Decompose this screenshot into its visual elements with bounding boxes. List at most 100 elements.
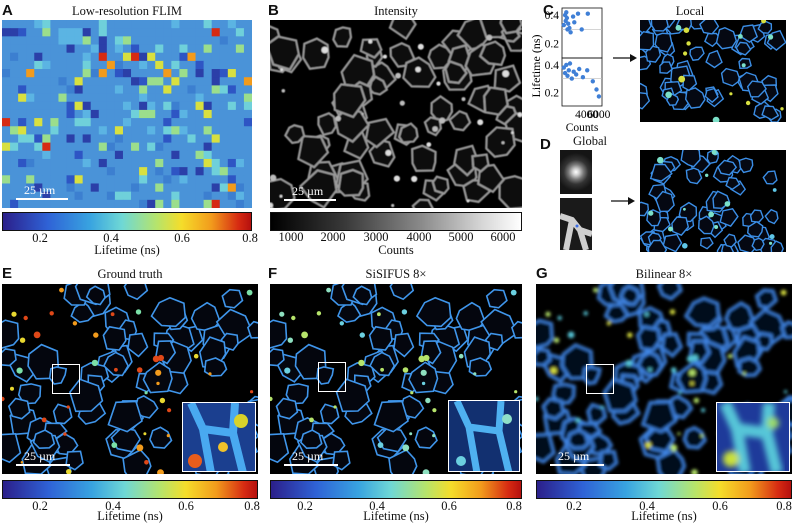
lowres-pixel [179,44,188,54]
organelle [91,359,99,367]
lowres-pixel [42,118,51,127]
organelle [575,417,581,423]
lowres-pixel [98,28,108,37]
cell-wall [619,284,641,306]
lowres-pixel [147,52,156,62]
lowres-pixel [187,126,196,135]
lifetime-colorbar [536,480,792,499]
lowres-pixel [106,134,116,143]
lowres-pixel [114,142,124,152]
lowres-pixel [90,167,100,176]
lowres-pixel [163,191,172,201]
lowres-pixel [155,93,164,103]
lowres-pixel [122,69,132,78]
lowres-pixel [106,158,116,168]
lowres-pixel [195,36,205,45]
organelle [418,355,425,363]
lowres-pixel [106,118,116,127]
scalebar [16,464,70,466]
lowres-pixel [122,36,132,45]
lowres-pixel [98,20,108,29]
scatter-point [570,14,576,19]
scalebar-label: 25 µm [292,184,324,198]
lowres-pixel [243,52,252,62]
lowres-pixel [82,150,92,160]
lowres-pixel [90,60,100,70]
organelle [648,367,652,372]
lowres-pixel [203,20,213,29]
global-cells [640,150,784,252]
cell-wall [676,360,708,394]
lowres-pixel [26,28,35,37]
cell-wall [410,144,437,173]
lowres-pixel [90,158,100,168]
lowres-pixel [195,150,205,160]
colorbar-tick: 0.6 [441,499,457,513]
lowres-pixel [114,36,124,45]
lowres-pixel [10,126,19,135]
lowres-pixel [203,44,213,54]
lowres-pixel [10,183,19,193]
lowres-pixel [179,167,188,176]
lowres-pixel [114,69,124,78]
cell-wall [317,111,338,137]
lowres-pixel [50,134,59,143]
lowres-pixel [74,69,84,78]
lowres-pixel [187,52,196,62]
lowres-pixel [10,199,19,208]
lowres-pixel [155,77,164,86]
organelle [383,54,387,59]
organelle [402,367,409,373]
organelle [583,311,588,316]
lowres-pixel [211,199,221,208]
organelle [144,460,149,465]
lowres-pixel [219,126,229,135]
lowres-pixel [211,126,221,135]
lowres-pixel [98,126,108,135]
lowres-pixel [90,134,100,143]
organelle [724,201,731,207]
lowres-pixel [235,199,245,208]
lowres-pixel [18,60,27,70]
cell-wall [270,35,300,71]
panel-d-title: Global [572,134,608,148]
lowres-pixel [179,20,188,29]
lowres-pixel [163,167,172,176]
scatter-point [564,62,569,68]
cell-wall [498,174,522,208]
cell-wall [388,449,418,474]
lowres-pixel [195,175,205,184]
lowres-pixel [227,36,237,45]
organelle [411,175,418,183]
cell-wall [107,400,143,433]
lowres-pixel [171,191,180,201]
cell-wall [246,320,258,339]
lowres-pixel [243,167,252,176]
lowres-pixel [58,183,67,193]
lowres-pixel [219,69,229,78]
organelle [683,51,688,56]
cell-wall [671,216,690,236]
lowres-pixel [26,126,35,135]
colorbar-tick: 0.4 [369,499,385,513]
lowres-pixel [26,109,35,119]
lowres-pixel [155,101,164,111]
cell-wall [7,397,31,420]
lowres-pixel [10,77,19,86]
lowres-pixel [243,199,252,208]
lowres-pixel [122,134,132,143]
lowres-pixel [179,85,188,94]
lowres-pixel [98,93,108,103]
cell-wall [471,153,490,173]
lowres-pixel [106,191,116,201]
lowres-pixel [34,126,43,135]
lowres-pixel [18,85,27,94]
lowres-pixel [74,118,84,127]
lowres-pixel [227,52,237,62]
scatter-point [585,68,590,73]
lowres-pixel [34,93,43,103]
lowres-pixel [227,118,237,127]
lowres-pixel [106,85,116,94]
lowres-pixel [227,158,237,168]
